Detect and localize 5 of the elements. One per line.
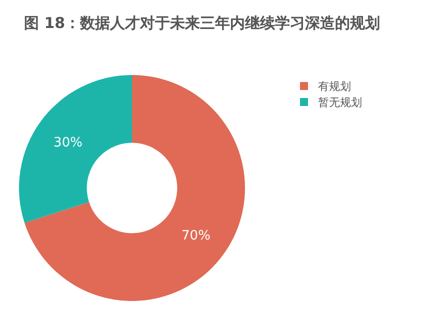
data-label: 30% <box>54 136 82 151</box>
legend-label: 有规划 <box>318 80 351 93</box>
chart-title: 图 18：数据人才对于未来三年内继续学习深造的规划 <box>24 14 380 32</box>
legend-label: 暂无规划 <box>318 96 362 109</box>
data-label: 70% <box>182 228 210 244</box>
